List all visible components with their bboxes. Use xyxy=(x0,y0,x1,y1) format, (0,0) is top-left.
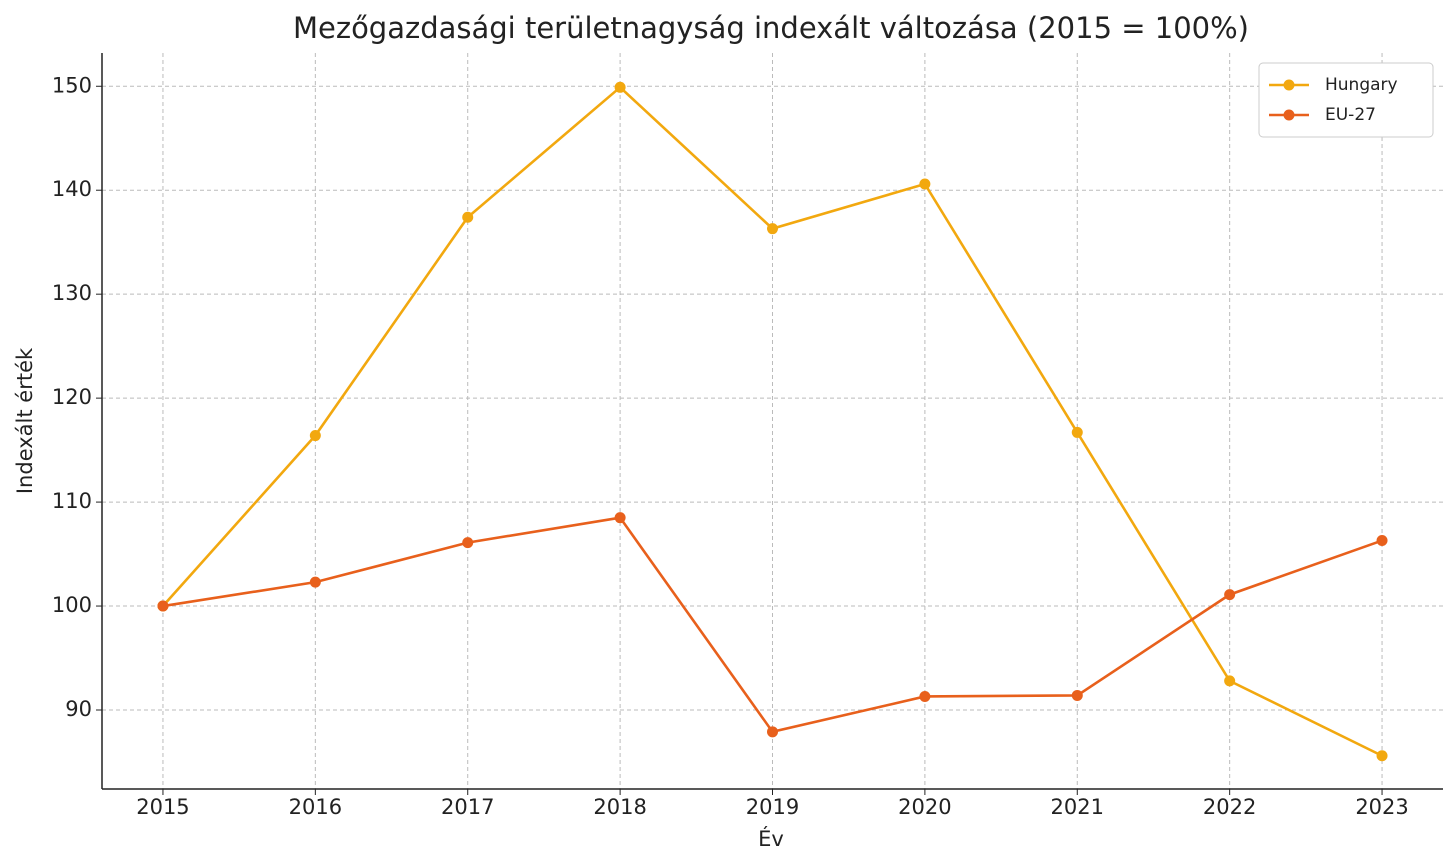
x-tick-label: 2021 xyxy=(1051,795,1104,819)
x-tick-label: 2022 xyxy=(1203,795,1256,819)
data-point xyxy=(1376,535,1388,547)
x-axis-label: Év xyxy=(758,826,784,851)
data-point xyxy=(462,537,474,549)
data-point xyxy=(1071,426,1083,438)
legend: Hungary EU-27 xyxy=(1258,62,1434,138)
data-point xyxy=(1224,589,1236,601)
y-tick-label: 140 xyxy=(52,177,92,201)
data-point xyxy=(1071,689,1083,701)
data-point xyxy=(767,223,778,235)
y-tick-label: 150 xyxy=(52,73,92,97)
x-tick-label: 2016 xyxy=(289,795,342,819)
x-tick-label: 2018 xyxy=(593,795,646,819)
x-tick-label: 2019 xyxy=(746,795,799,819)
data-point xyxy=(919,690,931,702)
chart-title: Mezőgazdasági területnagyság indexált vá… xyxy=(293,11,1249,45)
data-point xyxy=(614,512,626,524)
legend-label: EU-27 xyxy=(1325,105,1376,125)
x-tick-label: 2020 xyxy=(898,795,951,819)
y-tick-label: 90 xyxy=(65,697,92,721)
data-point xyxy=(309,430,321,442)
x-tick-label: 2017 xyxy=(441,795,494,819)
data-point xyxy=(919,178,931,190)
data-point xyxy=(1376,750,1388,762)
y-tick-label: 120 xyxy=(52,385,92,409)
legend-label: Hungary xyxy=(1325,75,1398,95)
data-point xyxy=(462,211,474,223)
x-tick-label: 2015 xyxy=(136,795,189,819)
y-tick-label: 100 xyxy=(52,593,92,617)
data-point xyxy=(1224,675,1236,687)
data-point xyxy=(767,726,778,738)
x-tick-label: 2023 xyxy=(1355,795,1408,819)
y-tick-label: 110 xyxy=(52,489,92,513)
y-axis-label: Indexált érték xyxy=(13,347,37,494)
legend-marker xyxy=(1283,109,1295,121)
legend-box xyxy=(1258,62,1434,138)
y-tick-label: 130 xyxy=(52,281,92,305)
data-point xyxy=(309,576,321,588)
data-point xyxy=(157,600,169,612)
legend-marker xyxy=(1283,79,1295,91)
data-point xyxy=(614,81,626,93)
